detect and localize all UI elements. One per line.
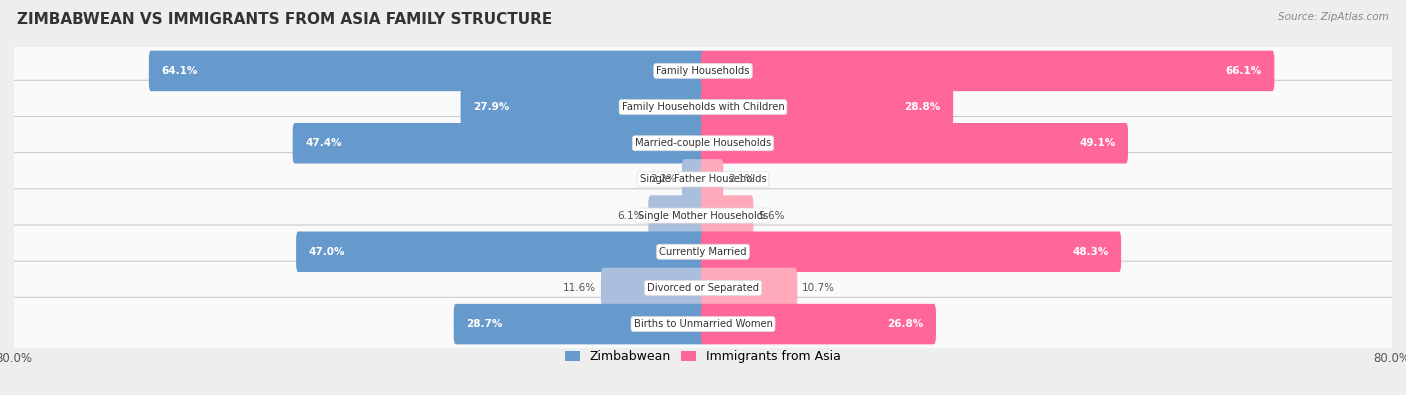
Text: 6.1%: 6.1%: [617, 211, 644, 220]
FancyBboxPatch shape: [700, 304, 936, 344]
Text: 26.8%: 26.8%: [887, 319, 924, 329]
Text: Currently Married: Currently Married: [659, 247, 747, 257]
FancyBboxPatch shape: [700, 159, 723, 199]
FancyBboxPatch shape: [297, 231, 706, 272]
Text: Family Households with Children: Family Households with Children: [621, 102, 785, 112]
Text: 5.6%: 5.6%: [758, 211, 785, 220]
FancyBboxPatch shape: [149, 51, 706, 91]
FancyBboxPatch shape: [700, 51, 1274, 91]
FancyBboxPatch shape: [11, 297, 1395, 351]
Text: 2.2%: 2.2%: [651, 175, 678, 184]
FancyBboxPatch shape: [700, 268, 797, 308]
Text: ZIMBABWEAN VS IMMIGRANTS FROM ASIA FAMILY STRUCTURE: ZIMBABWEAN VS IMMIGRANTS FROM ASIA FAMIL…: [17, 12, 553, 27]
Legend: Zimbabwean, Immigrants from Asia: Zimbabwean, Immigrants from Asia: [561, 346, 845, 367]
Text: 47.4%: 47.4%: [305, 138, 342, 148]
Text: 11.6%: 11.6%: [562, 283, 596, 293]
Text: 66.1%: 66.1%: [1226, 66, 1263, 76]
Text: 49.1%: 49.1%: [1080, 138, 1115, 148]
Text: 64.1%: 64.1%: [162, 66, 198, 76]
FancyBboxPatch shape: [454, 304, 706, 344]
FancyBboxPatch shape: [11, 80, 1395, 134]
Text: Births to Unmarried Women: Births to Unmarried Women: [634, 319, 772, 329]
FancyBboxPatch shape: [600, 268, 706, 308]
Text: 48.3%: 48.3%: [1073, 247, 1108, 257]
FancyBboxPatch shape: [292, 123, 706, 164]
Text: Divorced or Separated: Divorced or Separated: [647, 283, 759, 293]
Text: Married-couple Households: Married-couple Households: [636, 138, 770, 148]
FancyBboxPatch shape: [700, 123, 1128, 164]
Text: Source: ZipAtlas.com: Source: ZipAtlas.com: [1278, 12, 1389, 22]
Text: 27.9%: 27.9%: [472, 102, 509, 112]
FancyBboxPatch shape: [700, 196, 754, 236]
FancyBboxPatch shape: [11, 152, 1395, 206]
FancyBboxPatch shape: [11, 44, 1395, 98]
FancyBboxPatch shape: [11, 225, 1395, 278]
Text: Family Households: Family Households: [657, 66, 749, 76]
Text: 47.0%: 47.0%: [308, 247, 344, 257]
FancyBboxPatch shape: [700, 231, 1121, 272]
FancyBboxPatch shape: [700, 87, 953, 127]
FancyBboxPatch shape: [648, 196, 706, 236]
Text: 28.7%: 28.7%: [467, 319, 502, 329]
FancyBboxPatch shape: [11, 261, 1395, 315]
FancyBboxPatch shape: [461, 87, 706, 127]
Text: 28.8%: 28.8%: [904, 102, 941, 112]
Text: 2.1%: 2.1%: [728, 175, 755, 184]
Text: 10.7%: 10.7%: [801, 283, 835, 293]
Text: Single Father Households: Single Father Households: [640, 175, 766, 184]
FancyBboxPatch shape: [11, 117, 1395, 170]
FancyBboxPatch shape: [682, 159, 706, 199]
FancyBboxPatch shape: [11, 189, 1395, 243]
Text: Single Mother Households: Single Mother Households: [638, 211, 768, 220]
